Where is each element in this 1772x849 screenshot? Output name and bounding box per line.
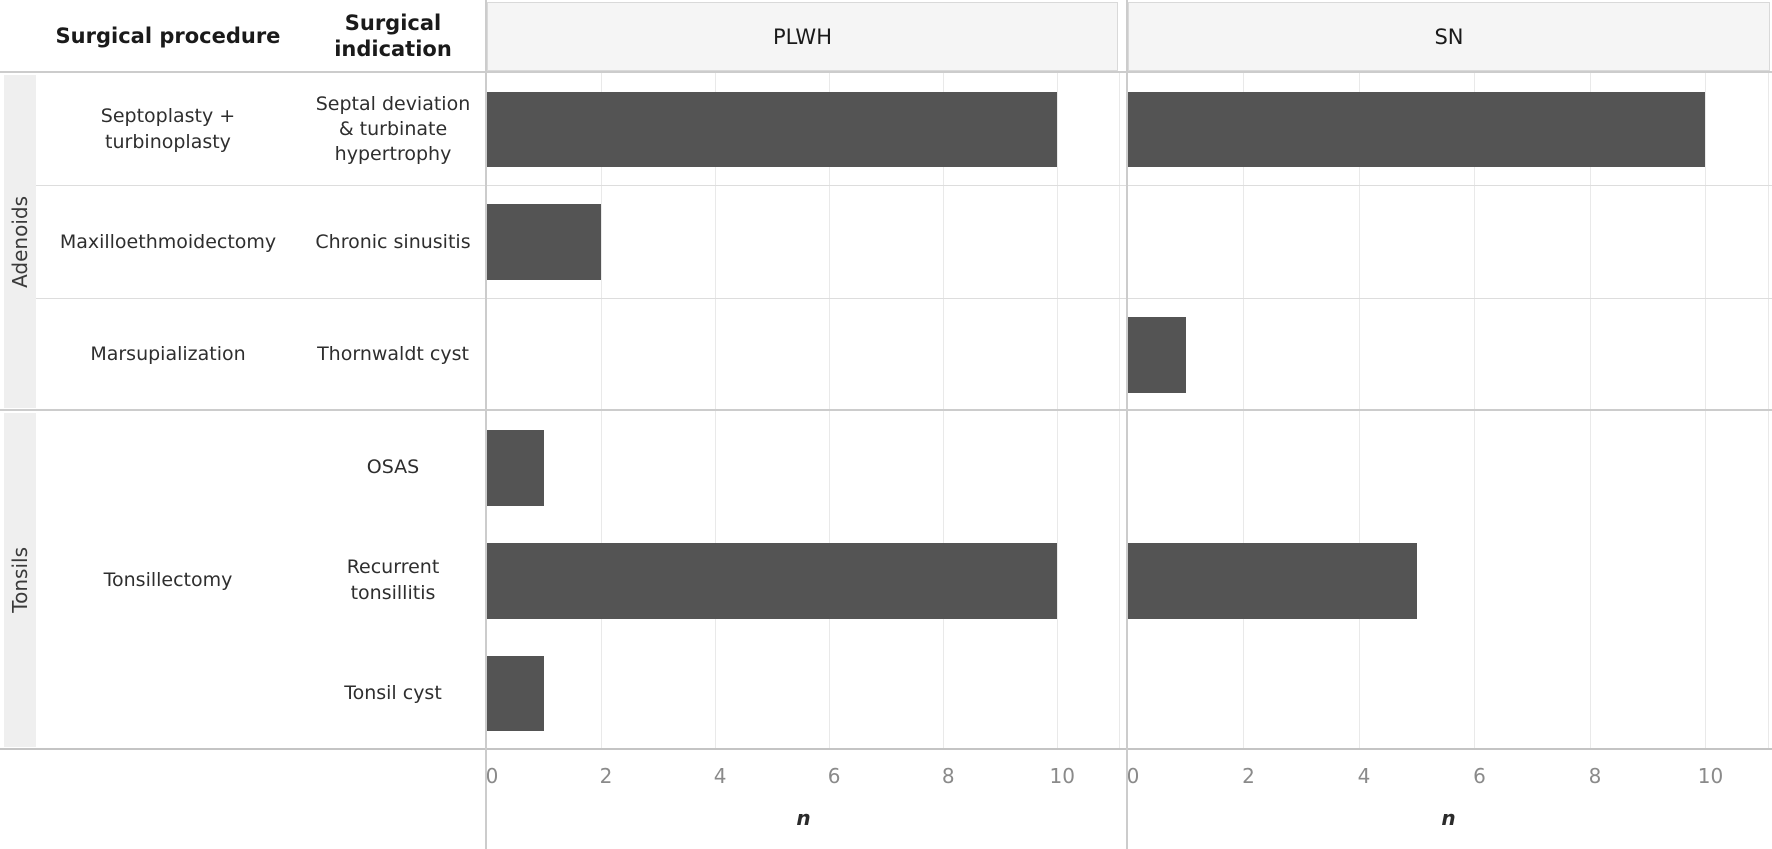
- gridline-x-2: [1243, 73, 1245, 750]
- x-axis-plwh: 0 2 4 6 8 10 n: [485, 750, 1120, 849]
- procedure-tonsillectomy: Tonsillectomy: [103, 568, 233, 591]
- x-axis-line: [0, 748, 1772, 750]
- gridline-x-10: [1057, 73, 1059, 750]
- indication-column-header: Surgical indication: [334, 10, 452, 61]
- x-tick-label-4: 4: [1357, 764, 1371, 788]
- indication-tonsil-cyst: Tonsil cyst: [344, 681, 442, 704]
- group-label-adenoids: Adenoids: [8, 195, 32, 288]
- bar-plwh-2: [487, 204, 602, 281]
- bar-plwh-1: [487, 91, 1058, 168]
- group-label-tonsils: Tonsils: [8, 547, 32, 613]
- x-axis-title: n: [1441, 806, 1456, 830]
- gridline-x-8: [1589, 73, 1591, 750]
- gridline-x-4: [1358, 73, 1360, 750]
- panel-edge-gridline: [1119, 73, 1120, 750]
- indication-osas: OSAS: [366, 455, 420, 478]
- gridline-x-6: [829, 73, 831, 750]
- panel-divider: [1126, 0, 1128, 849]
- procedure-septoplasty: Septoplasty + turbinoplasty: [100, 105, 236, 153]
- bar-plwh-4: [487, 430, 545, 506]
- x-tick-label-0: 0: [485, 764, 499, 788]
- row-divider-2: [36, 298, 1772, 299]
- procedure-column-header: Surgical procedure: [55, 23, 281, 48]
- gridline-x-4: [715, 73, 717, 750]
- bar-sn-3: [1128, 317, 1186, 393]
- x-tick-label-6: 6: [827, 764, 841, 788]
- indication-chronic-sinusitis: Chronic sinusitis: [315, 230, 471, 253]
- panel-header-sn: SN: [1128, 2, 1770, 71]
- gridline-x-10: [1705, 73, 1707, 750]
- x-tick-label-6: 6: [1473, 764, 1486, 788]
- x-tick-label-0: 0: [1126, 764, 1140, 788]
- x-tick-label-10: 10: [1697, 764, 1724, 788]
- x-tick-label-2: 2: [599, 764, 613, 788]
- indication-septal-deviation: Septal deviation & turbinate hypertrophy: [315, 92, 471, 166]
- panel-header-plwh: PLWH: [487, 2, 1118, 71]
- x-tick-label-8: 8: [941, 764, 955, 788]
- x-tick-label-10: 10: [1049, 764, 1075, 788]
- header-divider: [0, 71, 1772, 73]
- group-divider: [0, 409, 1772, 411]
- group-band-adenoids: Adenoids: [4, 75, 36, 408]
- row-divider-1: [36, 185, 1772, 186]
- x-tick-label-4: 4: [713, 764, 727, 788]
- procedure-marsupialization: Marsupialization: [90, 343, 246, 366]
- group-band-tonsils: Tonsils: [4, 413, 36, 747]
- bar-plwh-5: [487, 542, 1058, 619]
- panel-edge-gridline: [1768, 73, 1769, 750]
- indication-thornwaldt-cyst: Thornwaldt cyst: [317, 343, 469, 366]
- chart-panel-sn: [1128, 73, 1769, 750]
- chart-panel-plwh: [487, 73, 1120, 750]
- x-tick-label-8: 8: [1588, 764, 1602, 788]
- gridline-x-6: [1474, 73, 1476, 750]
- indication-recurrent-tonsillitis: Recurrent tonsillitis: [346, 556, 440, 604]
- x-axis-title: n: [796, 806, 811, 830]
- x-axis-sn: 0 2 4 6 8 10 n: [1126, 750, 1769, 849]
- bar-sn-1: [1128, 91, 1706, 168]
- gridline-x-2: [601, 73, 603, 750]
- table-chart-divider: [485, 0, 487, 849]
- gridline-x-8: [943, 73, 945, 750]
- bar-sn-5: [1128, 542, 1417, 619]
- bar-plwh-6: [487, 655, 545, 732]
- x-tick-label-2: 2: [1242, 764, 1255, 788]
- procedure-maxilloethmoidectomy: Maxilloethmoidectomy: [59, 230, 277, 253]
